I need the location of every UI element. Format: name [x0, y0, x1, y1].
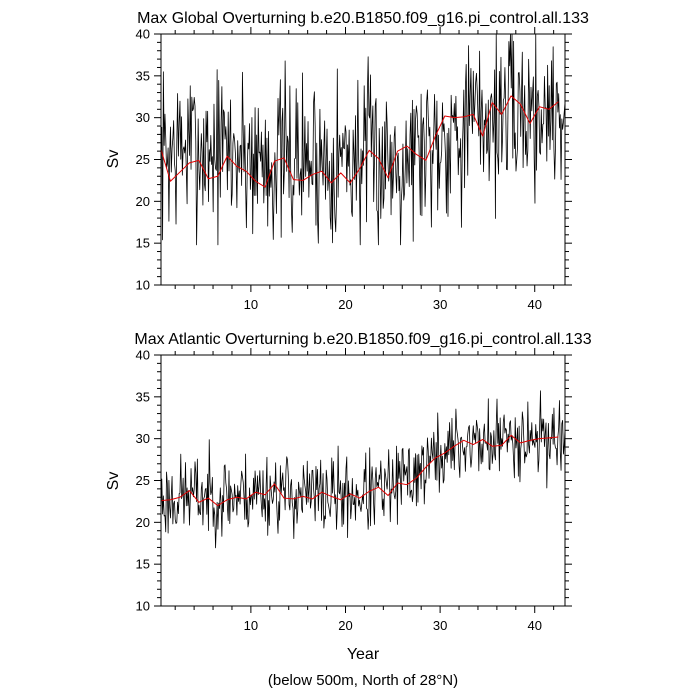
global-x-ticks: 10 20 30 40	[174, 27, 555, 312]
atlantic-overturning-panel: Max Atlantic Overturning b.e20.B1850.f09…	[105, 331, 592, 633]
global-y-ticks: 10 15 20 25 30 35 40	[136, 27, 572, 293]
atlantic-y-tick-label: 30	[136, 431, 150, 446]
global-y-axis-label: Sv	[105, 150, 122, 169]
global-monthly-line	[160, 33, 566, 246]
global-series	[160, 33, 566, 246]
global-y-tick-label: 15	[136, 236, 150, 251]
atlantic-x-ticks: 10 20 30 40	[174, 348, 555, 633]
global-overturning-panel: Max Global Overturning b.e20.B1850.f09_g…	[105, 10, 589, 312]
atlantic-plot-frame	[160, 354, 566, 607]
atlantic-y-tick-label: 10	[136, 599, 150, 614]
atlantic-x-tick-label: 30	[433, 618, 447, 633]
atlantic-y-tick-label: 15	[136, 557, 150, 572]
global-y-tick-label: 10	[136, 278, 150, 293]
global-y-tick-label: 35	[136, 68, 150, 83]
atlantic-series	[160, 390, 566, 549]
atlantic-y-tick-label: 25	[136, 473, 150, 488]
global-x-tick-label: 40	[527, 297, 541, 312]
footnote: (below 500m, North of 28°N)	[268, 672, 458, 689]
atlantic-monthly-line	[160, 390, 566, 549]
global-annual-mean-line	[160, 95, 559, 188]
global-y-tick-label: 25	[136, 152, 150, 167]
atlantic-y-tick-label: 20	[136, 515, 150, 530]
global-x-tick-label: 30	[433, 297, 447, 312]
global-x-tick-label: 10	[244, 297, 258, 312]
global-y-tick-label: 20	[136, 194, 150, 209]
atlantic-annual-mean-line	[160, 434, 559, 507]
atlantic-x-tick-label: 10	[244, 618, 258, 633]
atlantic-y-tick-label: 40	[136, 348, 150, 363]
global-y-tick-label: 40	[136, 27, 150, 42]
global-chart-title: Max Global Overturning b.e20.B1850.f09_g…	[137, 10, 589, 27]
atlantic-x-tick-label: 40	[527, 618, 541, 633]
atlantic-y-axis-label: Sv	[105, 472, 122, 491]
atlantic-y-tick-label: 35	[136, 389, 150, 404]
atlantic-chart-title: Max Atlantic Overturning b.e20.B1850.f09…	[134, 331, 591, 348]
x-axis-label: Year	[347, 646, 380, 663]
global-x-tick-label: 20	[338, 297, 352, 312]
atlantic-x-tick-label: 20	[338, 618, 352, 633]
global-plot-frame	[160, 33, 566, 286]
atlantic-y-ticks: 10 15 20 25 30 35 40	[136, 348, 572, 614]
global-y-tick-label: 30	[136, 110, 150, 125]
